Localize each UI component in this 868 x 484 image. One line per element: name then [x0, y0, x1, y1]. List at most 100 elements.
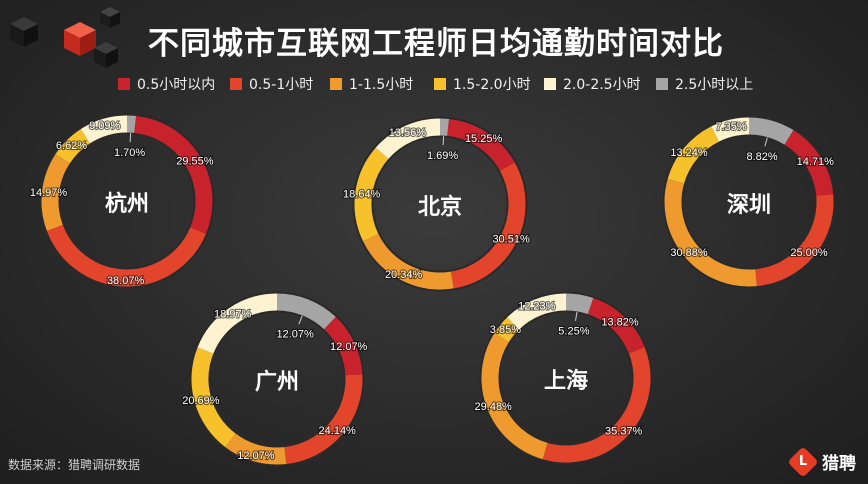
city-label: 北京 [418, 194, 462, 220]
slice-leader-line [764, 137, 768, 147]
slice-percent-label: 38.07% [107, 275, 145, 287]
slice-percent-label: 24.14% [319, 425, 357, 437]
brand-logo: L 猎聘 [787, 445, 856, 478]
slice-percent-label: 13.56% [389, 127, 427, 139]
legend-swatch [656, 78, 668, 90]
slice-percent-label: 3.85% [490, 324, 521, 336]
data-source-note: 数据来源：猎聘调研数据 [8, 458, 141, 472]
legend: 0.5小时以内 0.5-1小时 1-1.5小时 1.5-2.0小时 2.0-2.5小时 2… [0, 74, 868, 100]
legend-item: 1.5-2.0小时 [434, 74, 531, 94]
slice-percent-label: 18.97% [214, 309, 252, 321]
city-label: 上海 [544, 368, 588, 394]
slice-percent-label: 6.62% [56, 140, 87, 152]
cube-dark-right [94, 42, 118, 68]
donut-slice [354, 147, 389, 242]
donut-4: 12.07% 12.07% 24.14% 12.07% 20.69% 18.97% 广州 [181, 291, 369, 467]
donut-slice [191, 347, 236, 448]
slice-percent-label: 9.09% [89, 120, 120, 132]
donut-slice [664, 178, 757, 287]
donut-slice [134, 115, 213, 234]
slice-percent-label: 12.07% [237, 450, 275, 462]
slice-percent-label: 15.25% [465, 133, 503, 145]
slice-percent-label: 12.07% [276, 329, 314, 341]
donut-slice [748, 117, 794, 145]
slice-leader-line [575, 311, 578, 321]
slice-percent-label: 1.70% [114, 147, 145, 159]
cube-decoration [10, 7, 120, 68]
legend-swatch [330, 78, 342, 90]
legend-swatch [118, 78, 130, 90]
donut-slice [711, 117, 750, 142]
donut-slice [507, 293, 567, 330]
slice-leader-line [298, 315, 303, 325]
slice-percent-label: 13.82% [601, 317, 639, 329]
donut-slice [284, 374, 363, 464]
donut-1: 1.70% 29.55% 38.07% 14.97% 6.62%9.09% 杭州 [29, 113, 215, 289]
legend-label: 0.5小时以内 [137, 77, 216, 93]
legend-swatch [434, 78, 446, 90]
donut-slice [55, 129, 91, 164]
donut-slice [667, 126, 720, 184]
legend-label: 0.5-1小时 [249, 77, 314, 93]
brand-mark-letter: L [798, 453, 808, 469]
legend-item: 1-1.5小时 [330, 74, 413, 94]
donut-3: 8.82% 14.71% 25.00% 30.88% 13.24% 7.35% 深圳 [662, 115, 836, 289]
slice-percent-label: 20.34% [385, 269, 423, 281]
cube-dark-left [10, 17, 38, 47]
slice-percent-label: 18.64% [343, 189, 381, 201]
legend-item: 0.5-1小时 [230, 74, 313, 94]
slice-percent-label: 30.88% [670, 247, 708, 259]
legend-swatch [544, 78, 556, 90]
donut-slice [481, 333, 548, 460]
slice-percent-label: 14.97% [30, 187, 68, 199]
slice-percent-label: 5.25% [558, 326, 589, 338]
donut-slice [494, 317, 520, 343]
slice-percent-label: 25.00% [790, 247, 828, 259]
slice-percent-label: 29.55% [176, 156, 214, 168]
legend-item: 2.5小时以上 [656, 74, 753, 94]
brand-mark-icon: L [787, 445, 819, 478]
slice-percent-label: 30.51% [492, 234, 530, 246]
slice-leader-line [129, 133, 132, 143]
slice-percent-label: 7.35% [715, 121, 746, 133]
slice-percent-label: 8.82% [746, 151, 777, 163]
donut-slice [363, 233, 454, 290]
donut-slice [225, 433, 287, 465]
city-label: 深圳 [727, 193, 771, 218]
legend-label: 2.5小时以上 [675, 77, 754, 93]
donut-slice [375, 118, 441, 160]
donut-slice [754, 194, 834, 287]
slice-percent-label: 20.69% [182, 395, 220, 407]
legend-label: 2.0-2.5小时 [563, 77, 641, 93]
slice-leader-line [442, 136, 445, 146]
city-label: 杭州 [105, 191, 149, 217]
slice-percent-label: 13.24% [670, 147, 708, 159]
city-label: 广州 [255, 369, 299, 395]
slice-percent-label: 12.07% [330, 341, 368, 353]
donut-slice [46, 224, 206, 287]
donut-2: 1.69% 15.25% 30.51% 20.34% 18.64% 13.56% 北京 [342, 116, 531, 292]
legend-label: 1.5-2.0小时 [453, 77, 531, 93]
donut-slice [80, 115, 128, 144]
slice-percent-label: 35.37% [605, 426, 643, 438]
brand-name: 猎聘 [822, 454, 856, 474]
donut-slice [41, 153, 71, 231]
legend-item: 2.0-2.5小时 [544, 74, 641, 94]
cube-dark-small [100, 7, 120, 28]
donut-slice [276, 293, 336, 330]
slice-percent-label: 29.48% [475, 401, 513, 413]
donut-slice [446, 118, 515, 172]
donut-slice [565, 293, 594, 315]
donut-slice [587, 298, 645, 354]
slice-percent-label: 1.69% [427, 150, 458, 162]
donut-slice [542, 347, 651, 463]
legend-swatch [230, 78, 242, 90]
donut-slice [197, 293, 278, 354]
legend-label: 1-1.5小时 [349, 77, 414, 93]
donut-slice [450, 162, 526, 289]
chart-title: 不同城市互联网工程师日均通勤时间对比 [148, 26, 724, 62]
donut-slice [323, 316, 363, 376]
slice-percent-label: 12.23% [518, 301, 556, 313]
